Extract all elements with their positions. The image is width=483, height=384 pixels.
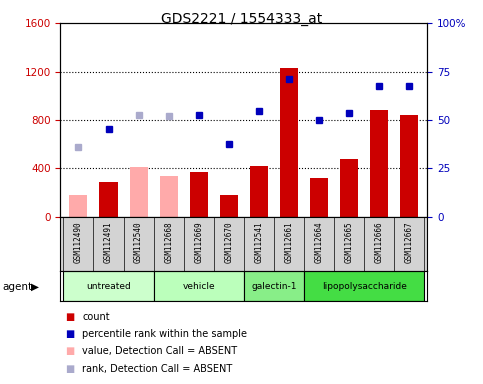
Text: GSM112668: GSM112668	[164, 221, 173, 263]
Text: percentile rank within the sample: percentile rank within the sample	[82, 329, 247, 339]
Bar	[400, 115, 418, 217]
Text: agent: agent	[2, 282, 32, 292]
Text: GSM112540: GSM112540	[134, 221, 143, 263]
Bar	[63, 271, 154, 301]
Bar	[280, 68, 298, 217]
Text: galectin-1: galectin-1	[251, 281, 297, 291]
Bar	[244, 271, 304, 301]
Text: ■: ■	[65, 312, 74, 322]
Text: GSM112661: GSM112661	[284, 221, 294, 263]
Text: GSM112669: GSM112669	[194, 221, 203, 263]
Text: untreated: untreated	[86, 281, 131, 291]
Text: GSM112664: GSM112664	[314, 221, 324, 263]
Bar	[370, 110, 388, 217]
Bar	[220, 195, 238, 217]
Bar	[190, 172, 208, 217]
Bar	[70, 195, 87, 217]
Text: GSM112491: GSM112491	[104, 221, 113, 263]
Bar	[304, 271, 425, 301]
Text: lipopolysaccharide: lipopolysaccharide	[322, 281, 407, 291]
Text: ■: ■	[65, 346, 74, 356]
Text: count: count	[82, 312, 110, 322]
Text: GSM112666: GSM112666	[375, 221, 384, 263]
Text: GDS2221 / 1554333_at: GDS2221 / 1554333_at	[161, 12, 322, 26]
Bar	[250, 166, 268, 217]
Text: GSM112665: GSM112665	[345, 221, 354, 263]
Bar	[310, 178, 328, 217]
Text: vehicle: vehicle	[183, 281, 215, 291]
Text: ■: ■	[65, 329, 74, 339]
Text: ▶: ▶	[31, 282, 40, 292]
Text: GSM112670: GSM112670	[225, 221, 233, 263]
Text: GSM112541: GSM112541	[255, 221, 263, 263]
Text: rank, Detection Call = ABSENT: rank, Detection Call = ABSENT	[82, 364, 232, 374]
Text: GSM112490: GSM112490	[74, 221, 83, 263]
Bar	[340, 159, 358, 217]
Text: value, Detection Call = ABSENT: value, Detection Call = ABSENT	[82, 346, 237, 356]
Bar	[160, 176, 178, 217]
Bar	[99, 182, 117, 217]
Bar	[154, 271, 244, 301]
Bar	[129, 167, 148, 217]
Text: ■: ■	[65, 364, 74, 374]
Text: GSM112667: GSM112667	[405, 221, 414, 263]
